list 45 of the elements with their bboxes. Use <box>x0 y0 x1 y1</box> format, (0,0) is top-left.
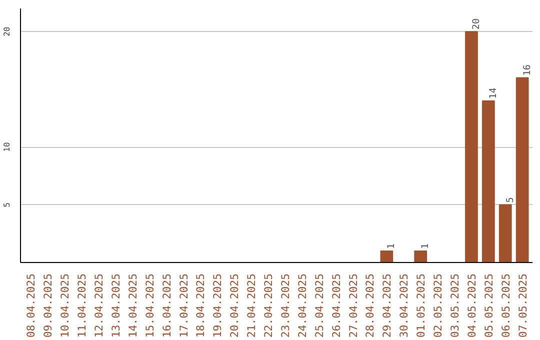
x-tick-label: 12.04.2025 <box>92 274 106 338</box>
x-tick-label: 03.05.2025 <box>448 274 462 338</box>
x-tick-label: 29.04.2025 <box>380 274 394 338</box>
x-tick-label: 11.04.2025 <box>76 274 89 338</box>
bar <box>516 77 529 262</box>
x-tick-label: 04.05.2025 <box>465 274 478 338</box>
x-tick-label: 30.04.2025 <box>398 274 411 338</box>
x-tick-label: 21.04.2025 <box>245 274 258 338</box>
x-tick-label: 25.04.2025 <box>312 274 326 338</box>
x-tick-label: 14.04.2025 <box>126 274 140 338</box>
x-tick-label: 17.04.2025 <box>177 274 190 338</box>
data-label: 16 <box>522 64 533 76</box>
x-tick-label: 23.04.2025 <box>278 274 292 338</box>
x-tick-label: 22.04.2025 <box>262 274 276 338</box>
x-tick-label: 19.04.2025 <box>211 274 224 338</box>
x-tick-label: 18.04.2025 <box>194 274 208 338</box>
bar <box>380 250 394 262</box>
x-tick-label: 02.05.2025 <box>432 274 445 338</box>
data-label: 20 <box>470 18 482 30</box>
bar <box>465 31 478 262</box>
x-tick-label: 09.04.2025 <box>42 274 55 338</box>
y-tick-label: 10 <box>2 142 12 152</box>
x-tick-label: 06.05.2025 <box>499 274 512 338</box>
x-tick-label: 26.04.2025 <box>330 274 343 338</box>
x-tick-label: 20.04.2025 <box>228 274 242 338</box>
data-label: 14 <box>488 87 499 99</box>
data-label: 1 <box>420 243 432 249</box>
x-tick-label: 10.04.2025 <box>58 274 72 338</box>
x-tick-label: 05.05.2025 <box>482 274 496 338</box>
y-tick-label: 5 <box>2 202 12 208</box>
x-tick-label: 24.04.2025 <box>296 274 309 338</box>
x-tick-label: 27.04.2025 <box>346 274 360 338</box>
x-tick-label: 13.04.2025 <box>109 274 122 338</box>
y-tick-label: 20 <box>2 26 12 36</box>
x-tick-label: 01.05.2025 <box>414 274 428 338</box>
data-label: 5 <box>504 197 516 203</box>
bar <box>498 204 512 262</box>
bar <box>414 250 428 262</box>
x-tick-label: 16.04.2025 <box>160 274 174 338</box>
data-label: 1 <box>386 243 398 249</box>
bar <box>482 100 495 262</box>
x-tick-label: 15.04.2025 <box>143 274 156 338</box>
x-tick-label: 28.04.2025 <box>364 274 377 338</box>
x-tick-label: 07.05.2025 <box>516 274 530 338</box>
x-tick-label: 08.04.2025 <box>24 274 38 338</box>
